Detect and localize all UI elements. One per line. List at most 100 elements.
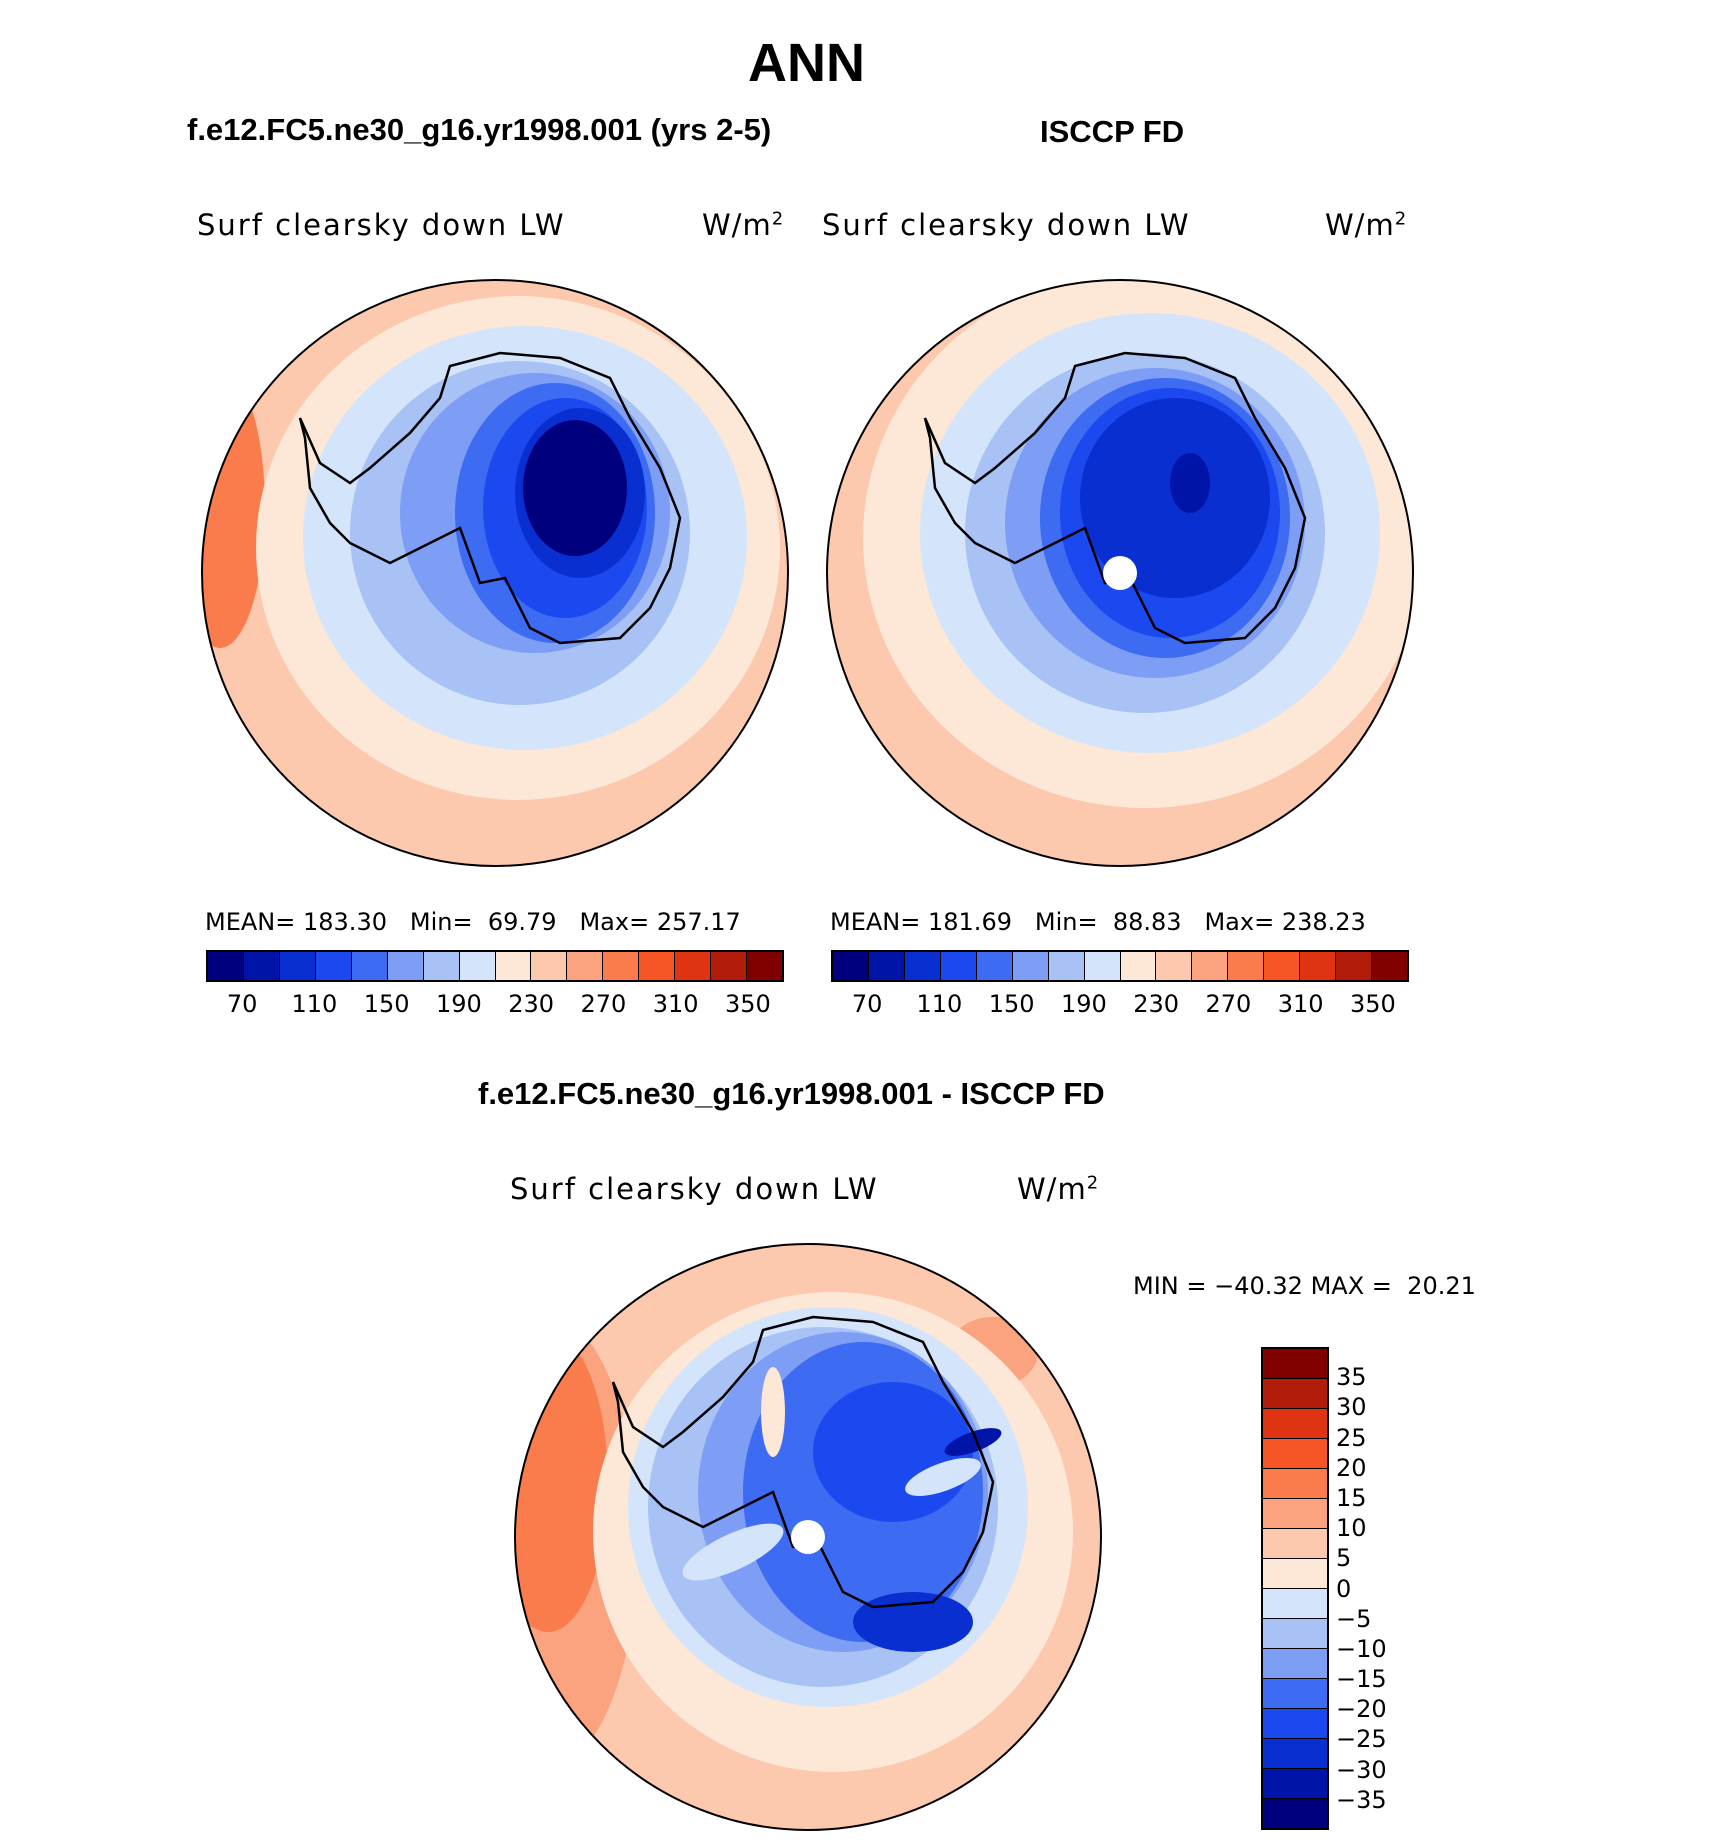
model-colorbar-box	[387, 952, 424, 980]
obs-colorbar-box	[1156, 952, 1193, 980]
diff-colorbar-box	[1263, 1649, 1327, 1679]
model-colorbar	[206, 950, 784, 982]
diff-colorbar-ticks: 35 30 25 20 15 10 5 0 −5 −10 −15 −20 −25 −30 −35	[1336, 1347, 1416, 1830]
diff-colorbar-tick-label: 20	[1336, 1453, 1367, 1482]
antarctica-coastline	[611, 1315, 995, 1609]
model-stats: MEAN= 183.30 Min= 69.79 Max= 257.17	[205, 908, 741, 936]
diff-colorbar-tick-label: 5	[1336, 1544, 1352, 1573]
model-colorbar-box	[531, 952, 568, 980]
diff-colorbar-box	[1263, 1349, 1327, 1379]
obs-colorbar-box	[1192, 952, 1229, 980]
model-colorbar-box	[423, 952, 460, 980]
model-polar-map	[201, 279, 789, 867]
model-colorbar-box	[711, 952, 748, 980]
obs-colorbar-tick-label: 70	[851, 990, 883, 1018]
model-colorbar-box	[495, 952, 532, 980]
diff-colorbar-tick-label: −10	[1336, 1634, 1387, 1663]
diff-colorbar-box	[1263, 1799, 1327, 1828]
obs-colorbar-box	[1120, 952, 1157, 980]
obs-units: W/m2	[1325, 208, 1408, 242]
diff-colorbar-tick-label: −25	[1336, 1725, 1387, 1754]
model-colorbar-tick-label: 230	[508, 990, 555, 1018]
model-colorbar-box	[351, 952, 388, 980]
diff-colorbar-box	[1263, 1589, 1327, 1619]
obs-colorbar-box	[1300, 952, 1337, 980]
pole-mask	[791, 1520, 825, 1554]
model-colorbar-tick-label: 70	[226, 990, 258, 1018]
diff-colorbar-tick-label: 30	[1336, 1393, 1367, 1422]
model-colorbar-box	[208, 952, 244, 980]
obs-case-title: ISCCP FD	[1040, 114, 1185, 149]
obs-colorbar-tick-label: 270	[1205, 990, 1252, 1018]
obs-colorbar	[831, 950, 1409, 982]
model-colorbar-box	[315, 952, 352, 980]
obs-colorbar-ticks: 70 110 150 190 230 270 310 350	[831, 990, 1409, 1020]
obs-variable-label: Surf clearsky down LW	[822, 208, 1191, 242]
diff-colorbar-box	[1263, 1739, 1327, 1769]
model-colorbar-tick-label: 190	[435, 990, 482, 1018]
diff-colorbar-box	[1263, 1709, 1327, 1739]
diff-colorbar-box	[1263, 1679, 1327, 1709]
obs-colorbar-box	[904, 952, 941, 980]
diff-colorbar-box	[1263, 1379, 1327, 1409]
diff-colorbar-tick-label: 25	[1336, 1423, 1367, 1452]
antarctica-coastline	[923, 351, 1307, 645]
diff-colorbar-tick-label: −20	[1336, 1695, 1387, 1724]
diff-colorbar-tick-label: −35	[1336, 1785, 1387, 1814]
obs-colorbar-box	[1228, 952, 1265, 980]
obs-colorbar-box	[1012, 952, 1049, 980]
model-colorbar-ticks: 70 110 150 190 230 270 310 350	[206, 990, 784, 1020]
model-colorbar-box	[639, 952, 676, 980]
diff-colorbar	[1261, 1347, 1329, 1830]
diff-colorbar-tick-label: 15	[1336, 1483, 1367, 1512]
obs-colorbar-tick-label: 350	[1349, 990, 1396, 1018]
diff-colorbar-box	[1263, 1409, 1327, 1439]
diff-colorbar-box	[1263, 1499, 1327, 1529]
model-colorbar-box	[567, 952, 604, 980]
model-colorbar-box	[243, 952, 280, 980]
obs-colorbar-box	[1084, 952, 1121, 980]
obs-polar-map	[826, 279, 1414, 867]
model-units: W/m2	[702, 208, 785, 242]
pole-mask	[1103, 556, 1137, 590]
diff-colorbar-tick-label: 0	[1336, 1574, 1352, 1603]
diff-colorbar-tick-label: −30	[1336, 1755, 1387, 1784]
diff-units: W/m2	[1017, 1172, 1100, 1206]
obs-colorbar-tick-label: 190	[1060, 990, 1107, 1018]
diff-colorbar-box	[1263, 1619, 1327, 1649]
obs-colorbar-box	[1048, 952, 1085, 980]
diff-colorbar-tick-label: −5	[1336, 1604, 1372, 1633]
model-colorbar-box	[675, 952, 712, 980]
diff-stats: MIN = −40.32 MAX = 20.21	[1133, 1272, 1476, 1300]
diff-colorbar-box	[1263, 1439, 1327, 1469]
model-colorbar-box	[603, 952, 640, 980]
obs-colorbar-box	[868, 952, 905, 980]
model-colorbar-tick-label: 310	[652, 990, 699, 1018]
diff-variable-label: Surf clearsky down LW	[510, 1172, 879, 1206]
obs-colorbar-tick-label: 230	[1133, 990, 1180, 1018]
diff-colorbar-tick-label: 35	[1336, 1363, 1367, 1392]
obs-colorbar-box	[1336, 952, 1373, 980]
diff-case-title: f.e12.FC5.ne30_g16.yr1998.001 - ISCCP FD	[478, 1076, 1105, 1111]
obs-colorbar-tick-label: 150	[988, 990, 1035, 1018]
obs-colorbar-box	[1372, 952, 1407, 980]
diff-colorbar-tick-label: 10	[1336, 1514, 1367, 1543]
obs-colorbar-box	[833, 952, 869, 980]
model-variable-label: Surf clearsky down LW	[197, 208, 566, 242]
model-colorbar-tick-label: 270	[580, 990, 627, 1018]
model-colorbar-tick-label: 110	[291, 990, 338, 1018]
model-colorbar-tick-label: 350	[724, 990, 771, 1018]
model-case-title: f.e12.FC5.ne30_g16.yr1998.001 (yrs 2-5)	[187, 112, 772, 147]
obs-colorbar-tick-label: 310	[1277, 990, 1324, 1018]
obs-colorbar-box	[1264, 952, 1301, 980]
diff-colorbar-box	[1263, 1529, 1327, 1559]
model-colorbar-box	[459, 952, 496, 980]
model-colorbar-box	[279, 952, 316, 980]
antarctica-coastline	[298, 351, 682, 645]
figure-title: ANN	[748, 33, 865, 93]
model-colorbar-box	[747, 952, 782, 980]
difference-polar-map	[514, 1243, 1102, 1831]
diff-colorbar-box	[1263, 1469, 1327, 1499]
obs-colorbar-tick-label: 110	[916, 990, 963, 1018]
model-colorbar-tick-label: 150	[363, 990, 410, 1018]
